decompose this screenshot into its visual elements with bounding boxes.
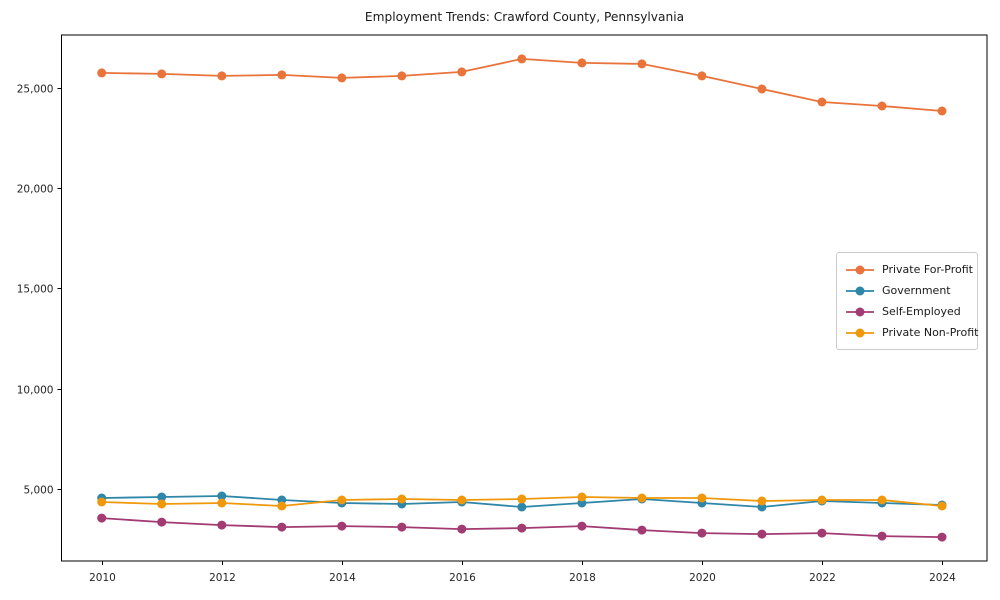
data-point-private-non-profit [217,498,227,508]
x-tick-label: 2022 [809,572,836,584]
y-tick-label: 5,000 [23,484,53,496]
data-point-private-for-profit [697,71,707,81]
legend-marker-icon [846,286,874,295]
data-point-private-non-profit [277,501,287,511]
data-point-private-for-profit [757,84,767,94]
data-point-self-employed [277,522,287,532]
data-point-private-non-profit [817,495,827,505]
data-point-private-non-profit [637,493,647,503]
data-point-government [157,492,167,502]
data-point-self-employed [637,525,647,535]
data-point-self-employed [517,523,527,533]
data-point-self-employed [757,529,767,539]
data-point-private-for-profit [157,69,167,79]
series-private-non-profit [97,492,947,511]
y-tick-label: 15,000 [17,283,54,295]
series-line-private-for-profit [101,57,943,112]
data-point-private-non-profit [757,496,767,506]
data-point-private-non-profit [577,492,587,502]
x-tick-label: 2016 [449,572,476,584]
legend-item-government: Government [845,280,970,301]
data-point-private-for-profit [817,97,827,107]
legend-marker-icon [846,328,874,337]
data-point-private-for-profit [457,67,467,77]
data-point-private-for-profit [517,54,527,64]
data-point-self-employed [457,524,467,534]
data-point-self-employed [157,517,167,527]
x-tick-label: 2014 [329,572,356,584]
chart-title: Employment Trends: Crawford County, Penn… [364,10,685,24]
data-point-private-non-profit [937,501,947,511]
y-tick-label: 10,000 [17,384,54,396]
x-tick-label: 2024 [929,572,956,584]
legend-label: Government [882,284,951,297]
y-tick-label: 25,000 [17,83,54,95]
plot-area [61,34,988,562]
data-point-self-employed [817,528,827,538]
legend: Private For-Profit Government Self-Employe… [836,252,978,350]
data-point-self-employed [577,521,587,531]
data-point-private-non-profit [697,493,707,503]
x-tick-label: 2010 [89,572,116,584]
legend-item-private-for-profit: Private For-Profit [845,259,973,280]
data-point-self-employed [217,520,227,530]
series-private-for-profit [97,54,947,116]
data-point-private-for-profit [337,73,347,83]
data-point-private-for-profit [97,68,107,78]
data-point-self-employed [937,532,947,542]
legend-label: Self-Employed [882,305,961,318]
data-point-self-employed [397,522,407,532]
data-point-government [217,491,227,501]
data-point-private-for-profit [577,58,587,68]
x-tick-label: 2020 [689,572,716,584]
data-point-private-non-profit [517,494,527,504]
data-point-self-employed [877,531,887,541]
data-point-private-for-profit [637,59,647,69]
legend-item-private-non-profit: Private Non-Profit [845,322,978,343]
data-point-government [517,502,527,512]
legend-label: Private For-Profit [882,263,973,276]
data-point-private-non-profit [157,499,167,509]
series-self-employed [97,513,947,542]
data-point-private-non-profit [877,495,887,505]
x-tick-label: 2012 [209,572,236,584]
data-point-self-employed [337,521,347,531]
data-point-private-for-profit [217,71,227,81]
data-point-self-employed [97,513,107,523]
data-point-private-non-profit [457,495,467,505]
data-point-private-non-profit [97,497,107,507]
data-point-private-for-profit [877,101,887,111]
x-tick-label: 2018 [569,572,596,584]
data-point-private-for-profit [277,70,287,80]
data-point-private-non-profit [397,494,407,504]
legend-label: Private Non-Profit [882,326,979,339]
y-tick-label: 20,000 [17,183,54,195]
data-point-private-for-profit [937,106,947,116]
data-point-private-for-profit [397,71,407,81]
data-point-self-employed [697,528,707,538]
legend-marker-icon [846,307,874,316]
data-point-private-non-profit [337,495,347,505]
legend-marker-icon [846,265,874,274]
legend-item-self-employed: Self-Employed [845,301,970,322]
